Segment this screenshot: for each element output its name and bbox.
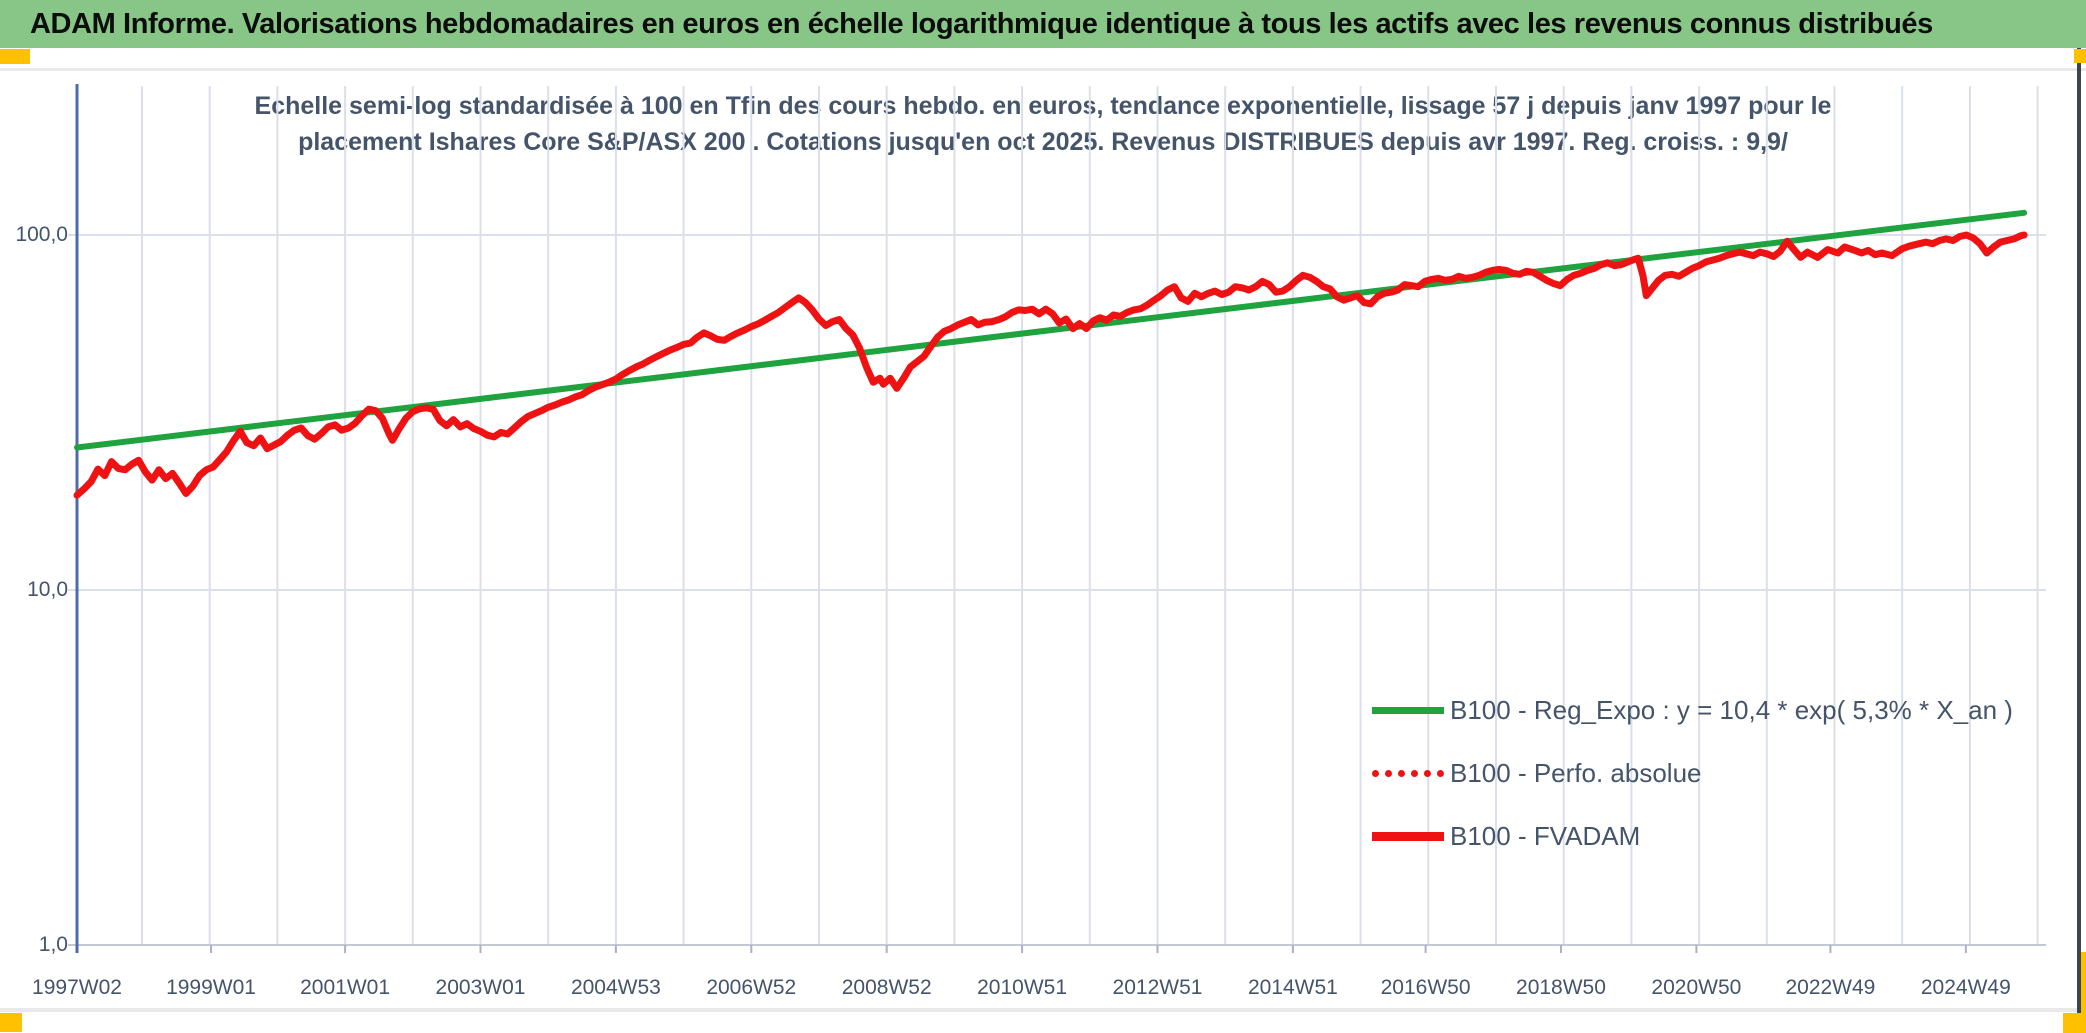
x-tick-label: 2010W51	[977, 976, 1068, 999]
series-b100-perfo-absolue[interactable]	[74, 232, 2027, 498]
x-tick-label: 2014W51	[1247, 976, 1338, 999]
gold-marker-bottom-left	[0, 1013, 22, 1032]
window-title-bar: ADAM Informe. Valorisations hebdomadaire…	[0, 0, 2086, 48]
y-tick-label: 100,0	[15, 223, 68, 246]
chart-title-line1: Echelle semi-log standardisée à 100 en T…	[254, 92, 1832, 120]
chart-title-line2: placement Ishares Core S&P/ASX 200 . Cot…	[298, 128, 1788, 156]
legend-item-fvadam[interactable]: B100 - FVADAM	[1372, 821, 1640, 851]
legend-item-reg-expo[interactable]: B100 - Reg_Expo : y = 10,4 * exp( 5,3% *…	[1372, 695, 2013, 725]
divider-bottom	[0, 1008, 2086, 1012]
y-tick-label: 1,0	[38, 933, 68, 956]
x-tick-label: 2018W50	[1516, 976, 1606, 999]
x-tick-label: 2012W51	[1112, 976, 1203, 999]
divider-top	[0, 68, 2086, 71]
y-tick-label: 10,0	[27, 578, 68, 601]
x-tick-label: 2004W53	[570, 976, 661, 999]
x-tick-label: 1997W02	[32, 976, 122, 999]
legend-item-perfo-absolue[interactable]: B100 - Perfo. absolue	[1372, 758, 1702, 788]
legend-label: B100 - Perfo. absolue	[1450, 757, 1702, 788]
gold-marker-top-left	[0, 49, 30, 64]
x-tick-label: 2016W50	[1380, 976, 1471, 999]
chart-title: Echelle semi-log standardisée à 100 en T…	[0, 88, 2086, 160]
green-line-sample-icon	[1372, 706, 1444, 714]
x-tick-label: 2006W52	[706, 976, 797, 999]
gold-marker-bottom-right	[2063, 1013, 2086, 1033]
red-line-sample-icon	[1372, 831, 1444, 841]
red-dotted-line-sample-icon	[1372, 769, 1444, 777]
gold-marker-top-right	[2074, 49, 2086, 63]
x-tick-label: 2008W52	[841, 976, 932, 999]
x-tick-label: 2001W01	[300, 976, 391, 999]
gold-marker-right-strip	[2081, 952, 2086, 1033]
legend-label: B100 - FVADAM	[1450, 820, 1641, 851]
x-tick-label: 2022W49	[1785, 976, 1876, 999]
x-tick-label: 2003W01	[435, 976, 526, 999]
legend-label: B100 - Reg_Expo : y = 10,4 * exp( 5,3% *…	[1450, 694, 2013, 725]
series-b100-fvadam[interactable]	[73, 231, 2028, 499]
x-tick-label: 2024W49	[1920, 976, 2011, 999]
x-tick-label: 2020W50	[1651, 976, 1742, 999]
page-title: ADAM Informe. Valorisations hebdomadaire…	[30, 7, 1933, 40]
series-b100-reg-expo-y-10-4-exp-5-3-x-an-[interactable]	[74, 209, 2028, 451]
x-tick-label: 1999W01	[166, 976, 256, 999]
sheet-right-border	[2077, 48, 2081, 1033]
